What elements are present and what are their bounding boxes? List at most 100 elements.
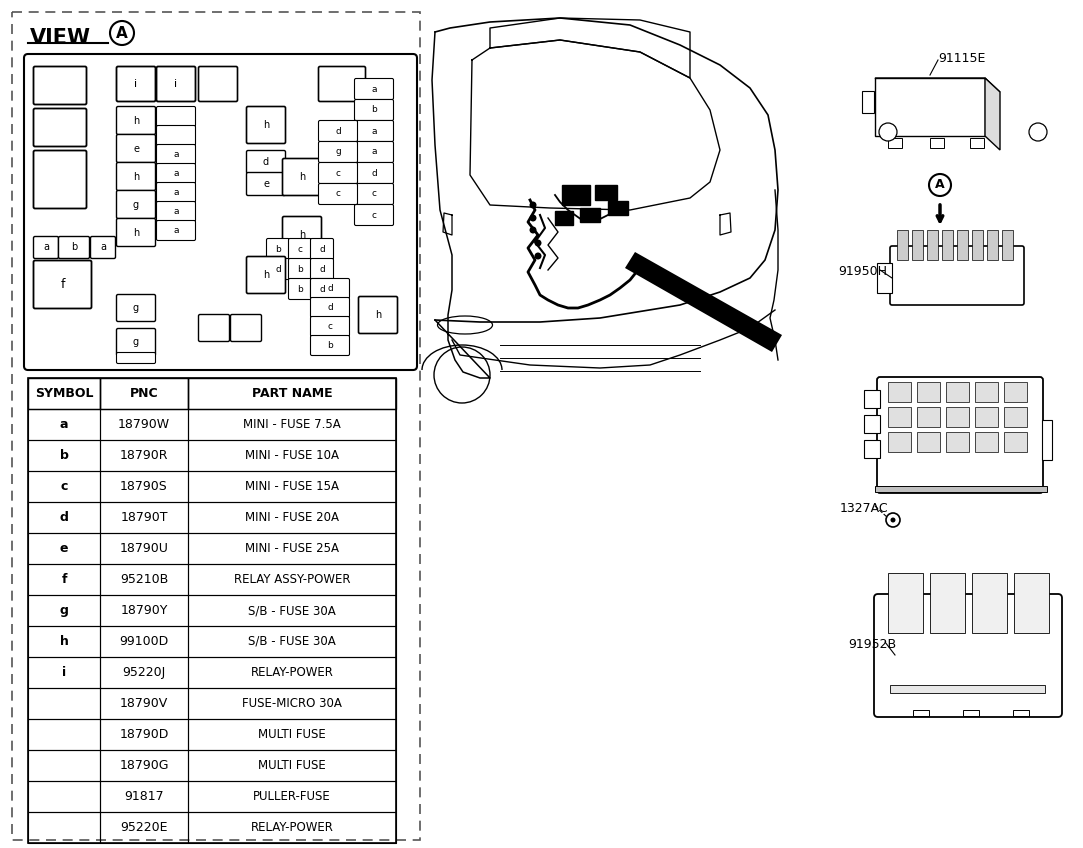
- Bar: [28, 812, 100, 843]
- Bar: [188, 471, 396, 502]
- FancyBboxPatch shape: [311, 238, 334, 259]
- Text: VIEW: VIEW: [30, 28, 91, 48]
- Text: b: b: [327, 341, 332, 350]
- Text: b: b: [297, 284, 303, 293]
- FancyBboxPatch shape: [311, 259, 334, 280]
- FancyBboxPatch shape: [283, 159, 322, 196]
- Bar: [100, 812, 188, 843]
- FancyBboxPatch shape: [117, 66, 156, 102]
- Text: c: c: [371, 210, 377, 220]
- FancyBboxPatch shape: [311, 298, 350, 317]
- FancyBboxPatch shape: [117, 107, 156, 135]
- Polygon shape: [625, 252, 782, 352]
- Text: h: h: [299, 172, 305, 182]
- Text: d: d: [60, 511, 68, 524]
- FancyBboxPatch shape: [354, 183, 393, 204]
- FancyBboxPatch shape: [874, 594, 1062, 717]
- Text: h: h: [133, 171, 139, 181]
- Bar: [188, 719, 396, 750]
- Text: c: c: [61, 480, 67, 493]
- Text: b: b: [297, 265, 303, 274]
- Text: i: i: [62, 666, 66, 679]
- Text: a: a: [371, 126, 377, 136]
- Bar: [973, 230, 983, 260]
- Bar: [554, 211, 573, 225]
- Text: 18790U: 18790U: [119, 542, 169, 555]
- Bar: [100, 595, 188, 626]
- Bar: [28, 564, 100, 595]
- Bar: [28, 626, 100, 657]
- Text: e: e: [60, 542, 68, 555]
- Text: MINI - FUSE 20A: MINI - FUSE 20A: [245, 511, 339, 524]
- Text: h: h: [375, 310, 381, 320]
- Bar: [1013, 710, 1029, 716]
- Text: c: c: [336, 169, 340, 177]
- Bar: [188, 812, 396, 843]
- Polygon shape: [875, 78, 986, 136]
- FancyBboxPatch shape: [288, 259, 312, 280]
- Text: a: a: [60, 418, 68, 431]
- Bar: [28, 409, 100, 440]
- FancyBboxPatch shape: [311, 336, 350, 355]
- Bar: [912, 230, 923, 260]
- FancyBboxPatch shape: [34, 66, 87, 104]
- Circle shape: [530, 215, 536, 221]
- Text: h: h: [299, 230, 305, 240]
- FancyBboxPatch shape: [157, 182, 196, 203]
- Bar: [930, 573, 965, 633]
- FancyBboxPatch shape: [311, 278, 350, 298]
- Bar: [28, 750, 100, 781]
- Bar: [28, 502, 100, 533]
- Text: d: d: [263, 157, 269, 167]
- Bar: [595, 185, 617, 200]
- Bar: [864, 415, 880, 433]
- FancyBboxPatch shape: [358, 297, 397, 333]
- FancyBboxPatch shape: [157, 144, 196, 165]
- FancyBboxPatch shape: [157, 107, 196, 126]
- FancyBboxPatch shape: [247, 150, 286, 174]
- Bar: [188, 378, 396, 409]
- FancyBboxPatch shape: [117, 135, 156, 163]
- Text: 95220J: 95220J: [122, 666, 166, 679]
- Bar: [975, 407, 999, 427]
- Bar: [1014, 573, 1049, 633]
- FancyBboxPatch shape: [117, 328, 156, 355]
- Text: 91817: 91817: [125, 790, 164, 803]
- FancyBboxPatch shape: [354, 120, 393, 142]
- Text: d: d: [327, 303, 332, 312]
- Text: 18790W: 18790W: [118, 418, 170, 431]
- Text: a: a: [173, 188, 179, 197]
- Bar: [100, 781, 188, 812]
- FancyBboxPatch shape: [354, 163, 393, 183]
- Text: i: i: [134, 79, 138, 89]
- FancyBboxPatch shape: [354, 204, 393, 226]
- Text: SYMBOL: SYMBOL: [35, 387, 93, 400]
- Text: 18790V: 18790V: [120, 697, 168, 710]
- Bar: [864, 390, 880, 408]
- Text: 99100D: 99100D: [119, 635, 169, 648]
- Bar: [927, 230, 938, 260]
- FancyBboxPatch shape: [318, 163, 357, 183]
- Bar: [28, 595, 100, 626]
- Bar: [917, 407, 940, 427]
- Text: h: h: [263, 270, 269, 280]
- Bar: [100, 719, 188, 750]
- Text: MINI - FUSE 15A: MINI - FUSE 15A: [245, 480, 339, 493]
- FancyBboxPatch shape: [247, 172, 286, 196]
- Text: b: b: [371, 105, 377, 114]
- Bar: [963, 710, 979, 716]
- Bar: [188, 626, 396, 657]
- Bar: [1004, 407, 1027, 427]
- FancyBboxPatch shape: [311, 278, 334, 299]
- Circle shape: [879, 123, 897, 141]
- Text: a: a: [173, 207, 179, 216]
- FancyBboxPatch shape: [157, 126, 196, 146]
- Text: c: c: [371, 189, 377, 198]
- Text: h: h: [133, 115, 139, 126]
- Bar: [608, 201, 628, 215]
- Bar: [1042, 420, 1052, 460]
- FancyBboxPatch shape: [877, 377, 1043, 493]
- Text: a: a: [173, 169, 179, 178]
- Bar: [1004, 382, 1027, 402]
- Bar: [1002, 230, 1013, 260]
